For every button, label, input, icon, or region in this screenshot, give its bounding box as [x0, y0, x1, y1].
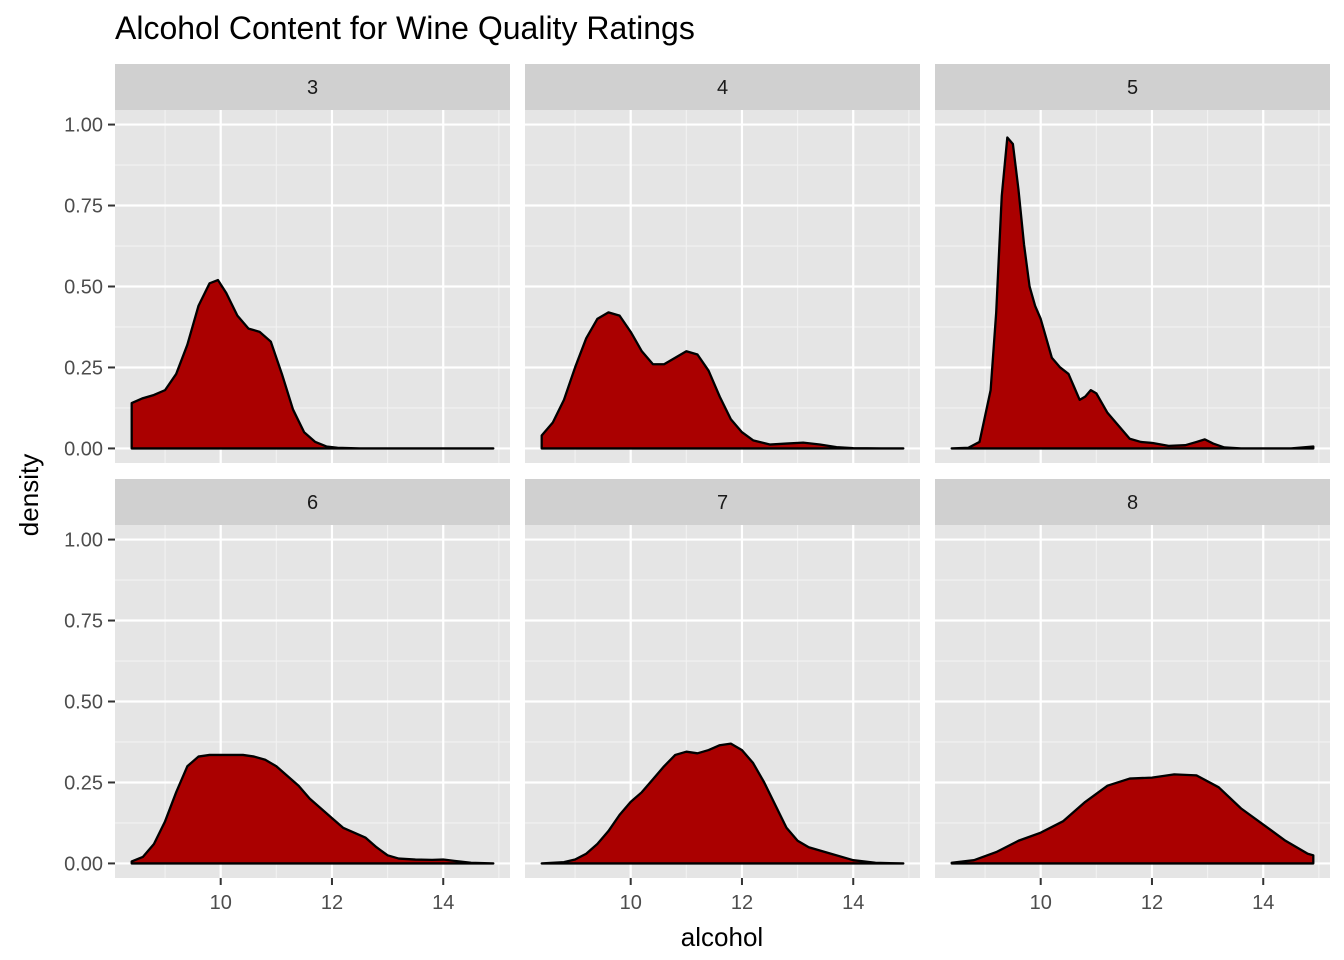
- facet-strip: [115, 64, 510, 110]
- x-tick-label: 12: [1141, 892, 1163, 914]
- facet-strip-label: 6: [307, 492, 318, 514]
- facet-panels: 3 0.00 0.25 0.50 0.75 1.00 4 5 6 0.00 0.25 0.50 0.75…: [64, 64, 1330, 914]
- y-tick-label: 0.00: [64, 438, 103, 460]
- x-tick-label: 14: [432, 892, 454, 914]
- facet-strip-label: 7: [717, 492, 728, 514]
- x-tick-label: 10: [620, 892, 642, 914]
- x-tick-label: 12: [731, 892, 753, 914]
- facet-strip-label: 4: [717, 77, 728, 99]
- facet-strip-label: 5: [1127, 77, 1138, 99]
- facet-panel-4: 4: [525, 64, 920, 463]
- density-area-5: [950, 136, 1315, 450]
- facet-panel-6: 6 0.00 0.25 0.50 0.75 1.00 10 12 14: [64, 479, 510, 914]
- y-tick-label: 0.75: [64, 196, 103, 218]
- y-tick-label: 0.25: [64, 357, 103, 379]
- density-area-4: [540, 311, 905, 450]
- y-tick-label: 0.00: [64, 853, 103, 875]
- x-tick-label: 10: [210, 892, 232, 914]
- facet-strip-label: 3: [307, 77, 318, 99]
- facet-panel-8: 8 10 12 14: [935, 479, 1330, 914]
- x-tick-label: 14: [1252, 892, 1274, 914]
- facet-strip: [525, 479, 920, 525]
- chart-title: Alcohol Content for Wine Quality Ratings: [115, 10, 695, 46]
- facet-strip: [935, 479, 1330, 525]
- density-area-3: [130, 278, 495, 450]
- facet-panel-5: 5: [935, 64, 1330, 463]
- density-area-8: [950, 773, 1315, 865]
- x-tick-label: 10: [1030, 892, 1052, 914]
- facet-strip: [115, 479, 510, 525]
- facet-strip-label: 8: [1127, 492, 1138, 514]
- facet-panel-3: 3 0.00 0.25 0.50 0.75 1.00: [64, 64, 510, 463]
- density-area-6: [130, 753, 495, 865]
- y-tick-label: 0.50: [64, 692, 103, 714]
- x-tick-label: 12: [321, 892, 343, 914]
- y-tick-label: 0.25: [64, 772, 103, 794]
- y-axis-title: density: [14, 454, 44, 536]
- x-tick-label: 14: [842, 892, 864, 914]
- y-tick-label: 1.00: [64, 115, 103, 137]
- facet-strip: [525, 64, 920, 110]
- facet-panel-7: 7 10 12 14: [525, 479, 920, 914]
- y-tick-label: 0.75: [64, 611, 103, 633]
- y-tick-label: 0.50: [64, 277, 103, 299]
- facet-strip: [935, 64, 1330, 110]
- x-axis-title: alcohol: [681, 922, 763, 952]
- y-tick-label: 1.00: [64, 530, 103, 552]
- density-area-7: [540, 742, 905, 865]
